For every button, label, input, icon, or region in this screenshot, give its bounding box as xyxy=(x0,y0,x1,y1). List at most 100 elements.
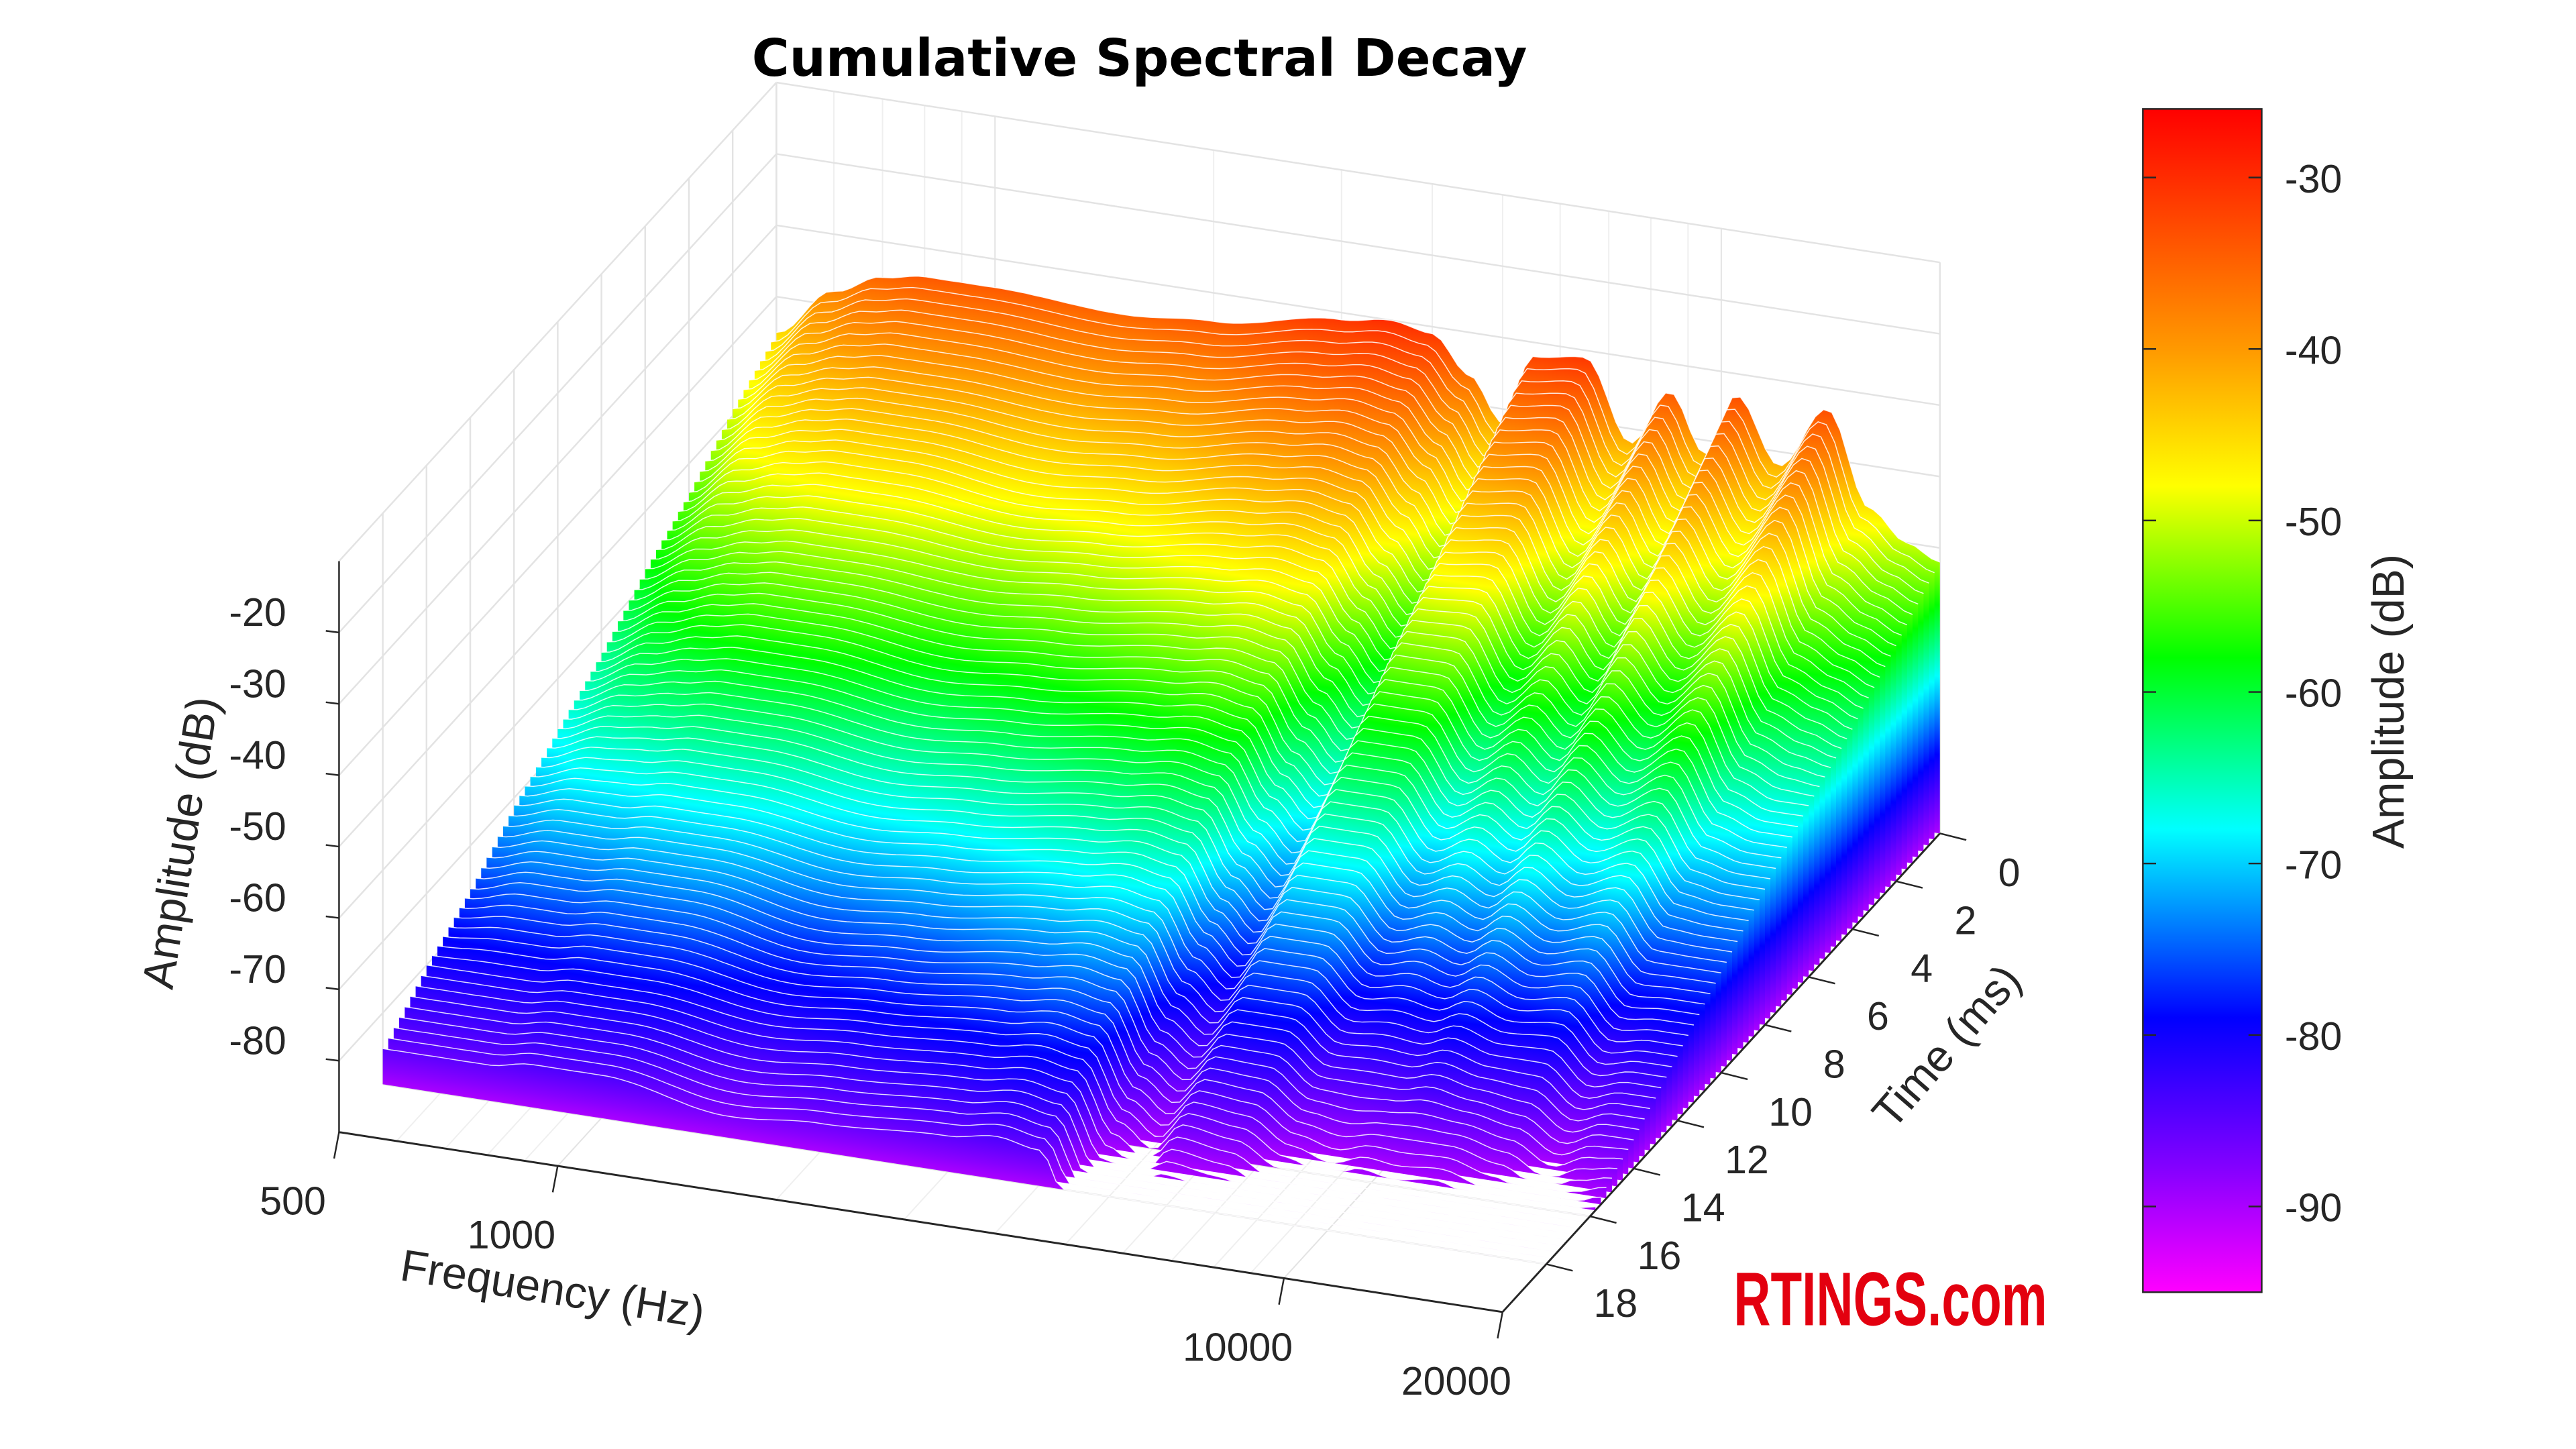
time-slice-edge xyxy=(639,551,1804,817)
time-slice-edge xyxy=(585,658,1749,921)
frequency-tick-mark xyxy=(1497,1311,1504,1339)
time-slice-edge xyxy=(415,985,1580,1229)
frequency-axis-line xyxy=(339,1131,1503,1313)
time-slice-edge xyxy=(650,529,1815,797)
time-slice-edge xyxy=(535,757,1700,1016)
time-slice-edge xyxy=(683,461,1847,740)
time-tick-label: 2 xyxy=(1954,898,1976,943)
colorbar-tick-label: -40 xyxy=(2285,328,2342,372)
time-slice-edge xyxy=(382,1048,1547,1265)
back-wall-amplitude-gridline xyxy=(776,224,1940,407)
time-slice-edge xyxy=(716,397,1880,678)
amplitude-tick-mark xyxy=(325,987,339,991)
colorbar-label: Amplitude (dB) xyxy=(2364,554,2414,849)
time-slice-edge xyxy=(574,680,1738,943)
time-tick-mark xyxy=(1939,833,1967,841)
time-slice-edge xyxy=(388,1037,1552,1259)
amplitude-tick-label: -70 xyxy=(229,947,286,991)
time-slice-edge xyxy=(448,926,1612,1184)
time-slice-edge xyxy=(655,517,1820,788)
amplitude-tick-label: -50 xyxy=(229,804,286,849)
time-slice-edge xyxy=(470,881,1634,1144)
time-slice-edge xyxy=(765,298,1929,584)
amplitude-tick-mark xyxy=(325,772,339,776)
time-slice-edge xyxy=(481,861,1645,1122)
colorbar-tick-label: -70 xyxy=(2285,843,2342,887)
frequency-tick-label: 1000 xyxy=(468,1213,555,1257)
time-tick-label: 12 xyxy=(1725,1138,1769,1182)
time-slice-edge xyxy=(557,714,1721,973)
time-tick-label: 16 xyxy=(1638,1234,1682,1278)
time-slice-edge xyxy=(410,996,1574,1235)
time-slice-edge xyxy=(727,376,1891,657)
frequency-tick-mark xyxy=(551,1165,559,1193)
time-slice-edge xyxy=(678,472,1842,749)
colorbar-gradient xyxy=(2142,108,2263,1293)
time-tick-mark xyxy=(1589,1215,1617,1224)
colorbar-tick-label: -80 xyxy=(2285,1014,2342,1059)
time-slice-edge xyxy=(552,725,1716,984)
colorbar-tick-label: -30 xyxy=(2285,157,2342,201)
time-slice-edge xyxy=(606,613,1771,879)
time-slice-edge xyxy=(645,540,1809,806)
time-slice-edge xyxy=(749,332,1913,615)
time-slice-edge xyxy=(623,582,1787,849)
frequency-tick-label: 500 xyxy=(260,1179,325,1224)
time-slice-edge xyxy=(596,635,1760,900)
time-slice-edge xyxy=(431,955,1596,1209)
time-tick-mark xyxy=(1633,1167,1661,1176)
time-slice-edge xyxy=(547,736,1711,994)
time-tick-mark xyxy=(1808,976,1835,985)
colorbar: -30 -40 -50 -60 -70 -80 -90 xyxy=(2142,108,2342,1293)
time-slice-edge xyxy=(453,916,1618,1177)
time-slice-edge xyxy=(590,647,1754,911)
time-slice-edge xyxy=(508,808,1672,1067)
time-tick-mark xyxy=(1721,1071,1748,1081)
time-slice-edge xyxy=(700,429,1864,709)
time-slice-edge xyxy=(672,484,1837,759)
time-slice-edge xyxy=(514,798,1678,1057)
time-slice-edge xyxy=(393,1027,1558,1253)
colorbar-tick-label: -50 xyxy=(2285,500,2342,544)
time-slice-edge xyxy=(661,506,1825,777)
time-tick-label: 0 xyxy=(1998,851,2021,895)
colorbar-tick-label: -60 xyxy=(2285,672,2342,716)
time-slice-edge xyxy=(497,830,1662,1089)
amplitude-tick-mark xyxy=(325,701,339,705)
time-slice-edge xyxy=(486,851,1650,1110)
rtings-logo: RTINGS.com xyxy=(1733,1256,2047,1341)
time-slice-edge xyxy=(580,669,1743,932)
back-wall-amplitude-gridline xyxy=(776,153,1940,335)
amplitude-tick-mark xyxy=(325,844,339,848)
back-top-edge xyxy=(776,81,1940,264)
amplitude-tick-label: -30 xyxy=(229,661,286,706)
time-slice-edge xyxy=(541,746,1705,1005)
time-slice-edge xyxy=(705,418,1869,699)
time-slice-edge xyxy=(738,355,1902,636)
time-tick-label: 4 xyxy=(1911,947,1933,991)
time-slice-edge xyxy=(776,275,1941,563)
amplitude-tick-label: -20 xyxy=(229,590,286,635)
amplitude-tick-label: -80 xyxy=(229,1018,286,1063)
time-slice-edge xyxy=(476,871,1640,1133)
time-slice-edge xyxy=(759,309,1924,594)
y-axis-title: Time (ms) xyxy=(1863,955,2031,1138)
time-slice-edge xyxy=(694,439,1858,720)
decay-surface xyxy=(382,275,1941,1265)
time-slice-edge xyxy=(612,603,1776,869)
time-slice-edge xyxy=(754,321,1919,605)
time-slice-edge xyxy=(688,449,1853,730)
time-tick-label: 10 xyxy=(1768,1090,1813,1134)
frequency-tick-mark xyxy=(1278,1278,1285,1305)
frequency-tick-mark xyxy=(333,1132,340,1159)
time-slice-edge xyxy=(743,343,1908,626)
time-tick-label: 6 xyxy=(1867,994,1889,1038)
time-slice-edge xyxy=(771,286,1935,574)
frequency-tick-label: 20000 xyxy=(1401,1359,1511,1403)
time-slice-edge xyxy=(405,1006,1568,1241)
time-slice-edge xyxy=(667,495,1831,768)
time-tick-label: 8 xyxy=(1823,1042,1845,1086)
time-slice-edge xyxy=(492,840,1656,1099)
time-slice-edge xyxy=(421,975,1585,1223)
